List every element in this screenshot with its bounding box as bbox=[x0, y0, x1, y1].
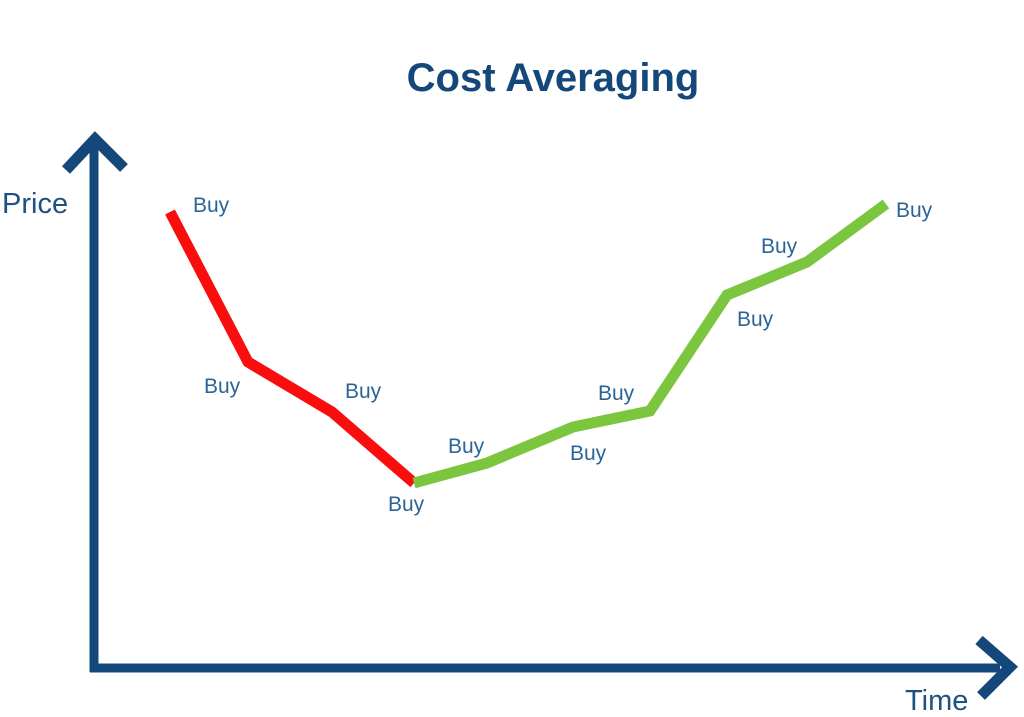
buy-label: Buy bbox=[345, 380, 382, 403]
y-axis-label: Price bbox=[2, 188, 69, 220]
chart-title: Cost Averaging bbox=[406, 56, 700, 100]
falling-price-line bbox=[165, 209, 418, 488]
rising-price-line bbox=[412, 199, 890, 489]
buy-label: Buy bbox=[896, 199, 933, 222]
buy-label: Buy bbox=[448, 435, 485, 458]
buy-label: Buy bbox=[737, 308, 774, 331]
buy-label: Buy bbox=[193, 194, 230, 217]
buy-label: Buy bbox=[204, 375, 241, 398]
buy-label: Buy bbox=[570, 442, 607, 465]
x-axis-arrow-icon bbox=[975, 635, 1019, 700]
buy-label: Buy bbox=[761, 235, 798, 258]
y-axis-arrow-icon bbox=[61, 131, 128, 174]
buy-label: Buy bbox=[598, 382, 635, 405]
x-axis-label: Time bbox=[905, 685, 969, 717]
buy-label: Buy bbox=[388, 493, 425, 516]
